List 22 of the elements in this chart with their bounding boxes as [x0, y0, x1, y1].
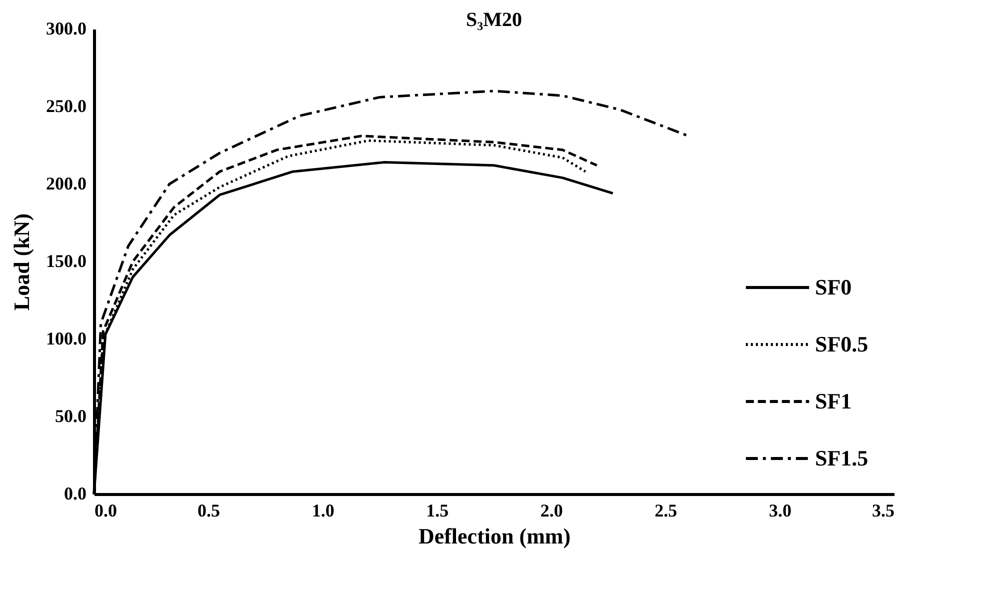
x-tick-label: 2.5: [654, 500, 678, 520]
y-axis-title: Load (kN): [9, 213, 34, 311]
x-tick-label: 3.5: [872, 500, 894, 520]
x-tick-label: 1.5: [426, 500, 449, 520]
legend-label: SF1: [815, 388, 852, 414]
x-axis-title: Deflection (mm): [418, 524, 571, 548]
y-tick-label: 250.0: [46, 96, 86, 116]
x-tick-label: 1.0: [312, 500, 334, 520]
y-tick-label: 0.0: [64, 484, 86, 504]
y-tick-label: 150.0: [46, 251, 86, 271]
y-tick-label: 300.0: [46, 18, 86, 38]
x-tick-label: 3.0: [768, 500, 792, 520]
x-tick-label: 2.0: [540, 500, 563, 520]
y-tick-label: 50.0: [55, 406, 86, 426]
legend-label: SF1.5: [815, 446, 868, 470]
legend-label: SF0.5: [815, 332, 868, 356]
x-tick-label: 0.5: [198, 500, 220, 520]
chart-title: S₃M20: [466, 9, 522, 31]
y-tick-label: 200.0: [46, 174, 86, 194]
x-tick-label: 0.0: [94, 500, 117, 520]
y-tick-label: 100.0: [46, 328, 86, 348]
legend-label: SF0: [815, 274, 852, 300]
